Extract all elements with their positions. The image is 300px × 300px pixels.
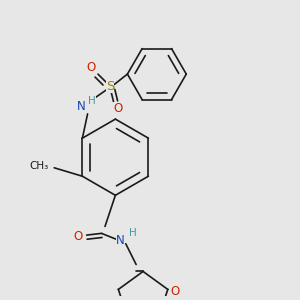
Text: O: O [113, 102, 122, 115]
Text: H: H [88, 96, 96, 106]
Text: N: N [116, 234, 125, 247]
Text: H: H [129, 228, 136, 239]
Text: O: O [74, 230, 83, 243]
Text: O: O [170, 285, 179, 298]
Text: S: S [106, 80, 114, 93]
Text: O: O [86, 61, 96, 74]
Text: CH₃: CH₃ [30, 161, 49, 171]
Text: N: N [77, 100, 86, 113]
